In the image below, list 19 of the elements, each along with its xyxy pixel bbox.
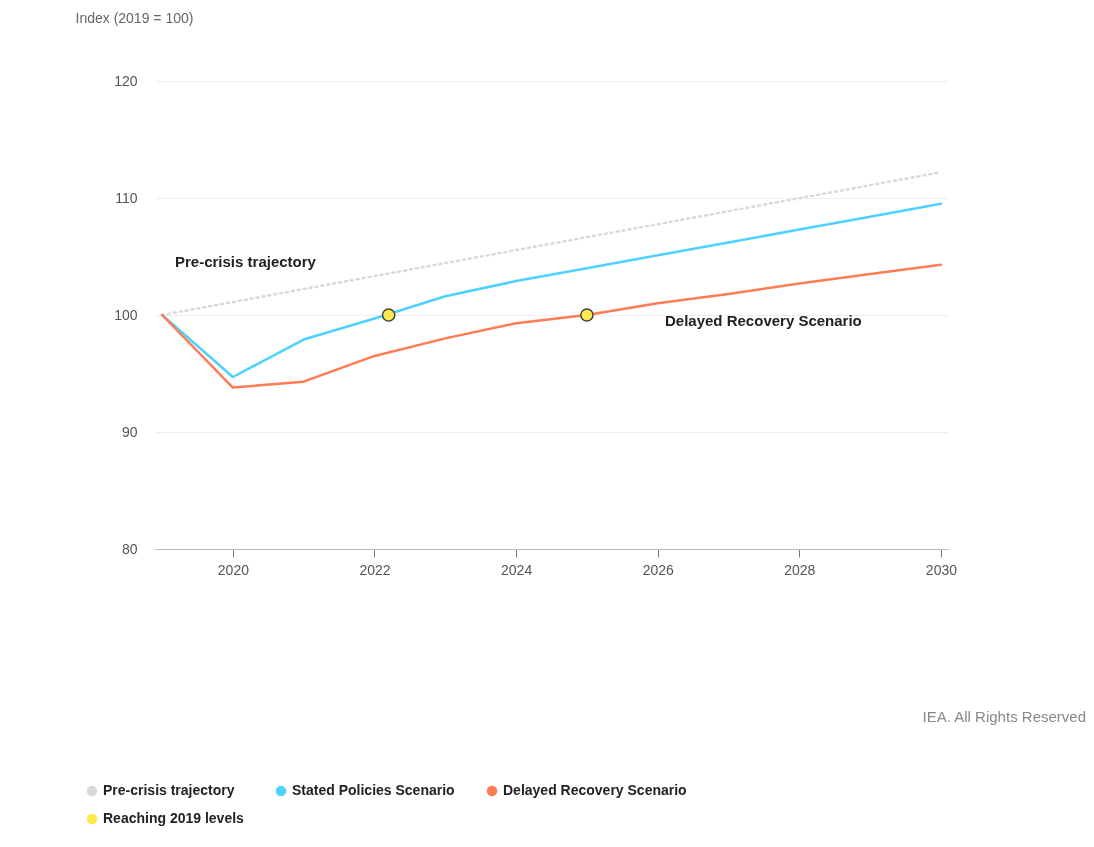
legend-label: Reaching 2019 levels: [103, 810, 245, 826]
x-tick-label: 2028: [784, 561, 816, 578]
x-tick-label: 2020: [217, 561, 250, 578]
annotation: Pre-crisis trajectory: [175, 253, 317, 270]
annotation: Delayed Recovery Scenario: [665, 312, 862, 329]
x-tick-label: 2024: [501, 561, 533, 578]
y-tick-label: 110: [115, 189, 138, 206]
x-tick-label: 2026: [642, 561, 674, 578]
text: IEA. All Rights Reserved: [922, 708, 1086, 725]
legend-label: Pre-crisis trajectory: [103, 782, 235, 798]
x-tick-label: 2030: [925, 561, 958, 578]
legend-label: Stated Policies Scenario: [292, 782, 455, 798]
legend-label: Delayed Recovery Scenario: [503, 782, 687, 798]
x-tick-label: 2022: [359, 561, 391, 578]
y-axis-title: Index (2019 = 100): [75, 9, 194, 26]
y-tick-label: 100: [114, 306, 138, 323]
y-tick-label: 120: [114, 72, 138, 89]
y-tick-label: 80: [121, 540, 138, 557]
y-tick-label: 90: [121, 423, 138, 440]
